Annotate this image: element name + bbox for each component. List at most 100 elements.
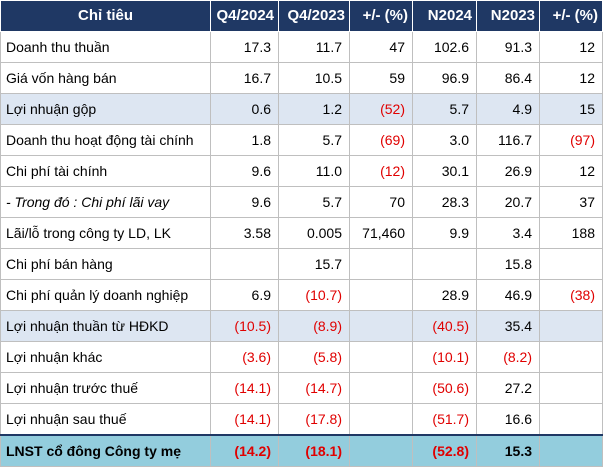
cell-q4-2024: (14.1) xyxy=(210,403,279,436)
cell-quarter-change: (52) xyxy=(349,93,413,125)
row-label: Giá vốn hàng bán xyxy=(0,62,211,94)
cell-q4-2024: 9.6 xyxy=(210,186,279,218)
cell-n2024: 30.1 xyxy=(412,155,477,187)
cell-quarter-change: 71,460 xyxy=(349,217,413,249)
cell-year-change xyxy=(539,310,603,342)
cell-q4-2023: (18.1) xyxy=(278,434,350,467)
table-row: - Trong đó : Chi phí lãi vay 9.6 5.7 70 28.3… xyxy=(0,186,603,218)
table-row: Doanh thu hoạt động tài chính 1.8 5.7 (69) 3… xyxy=(0,124,603,156)
row-label: Chi phí bán hàng xyxy=(0,248,211,280)
cell-quarter-change: 47 xyxy=(349,31,413,63)
table-row: Lợi nhuận gộp 0.6 1.2 (52) 5.7 4.9 15 xyxy=(0,93,603,125)
table-row: Chi phí quản lý doanh nghiệp 6.9 (10.7) 28.… xyxy=(0,279,603,311)
row-label: Lợi nhuận gộp xyxy=(0,93,211,125)
row-label: Lãi/lỗ trong công ty LD, LK xyxy=(0,217,211,249)
table-row: Lợi nhuận trước thuế (14.1) (14.7) (50.6) 27… xyxy=(0,372,603,404)
cell-q4-2023: 5.7 xyxy=(278,186,350,218)
cell-year-change: 12 xyxy=(539,155,603,187)
cell-q4-2023: 11.7 xyxy=(278,31,350,63)
cell-n2024: 3.0 xyxy=(412,124,477,156)
table-header-row: Chỉ tiêu Q4/2024 Q4/2023 +/- (%) N2024 N… xyxy=(0,0,603,32)
cell-n2023: 86.4 xyxy=(476,62,540,94)
cell-q4-2024: 17.3 xyxy=(210,31,279,63)
cell-q4-2023: 11.0 xyxy=(278,155,350,187)
row-label: Lợi nhuận thuần từ HĐKD xyxy=(0,310,211,342)
cell-q4-2023: (14.7) xyxy=(278,372,350,404)
cell-n2024: 28.9 xyxy=(412,279,477,311)
cell-q4-2024 xyxy=(210,248,279,280)
cell-q4-2023: (5.8) xyxy=(278,341,350,373)
cell-quarter-change xyxy=(349,248,413,280)
cell-n2024: 9.9 xyxy=(412,217,477,249)
cell-n2024: (10.1) xyxy=(412,341,477,373)
cell-quarter-change xyxy=(349,434,413,467)
header-quarter-change: +/- (%) xyxy=(349,0,413,32)
cell-q4-2024: (14.2) xyxy=(210,434,279,467)
header-indicator: Chỉ tiêu xyxy=(0,0,211,32)
cell-q4-2024: 0.6 xyxy=(210,93,279,125)
table-row: Lợi nhuận thuần từ HĐKD (10.5) (8.9) (40.5)… xyxy=(0,310,603,342)
header-year-change: +/- (%) xyxy=(539,0,603,32)
cell-n2024: (52.8) xyxy=(412,434,477,467)
table-row: Giá vốn hàng bán 16.7 10.5 59 96.9 86.4 12 xyxy=(0,62,603,94)
table-row: Lợi nhuận sau thuế (14.1) (17.8) (51.7) 16.6 xyxy=(0,403,603,436)
cell-year-change: (97) xyxy=(539,124,603,156)
cell-q4-2023: (8.9) xyxy=(278,310,350,342)
table-row: Lãi/lỗ trong công ty LD, LK 3.58 0.005 71,4… xyxy=(0,217,603,249)
row-label: LNST cổ đông Công ty mẹ xyxy=(0,434,211,467)
header-n2024: N2024 xyxy=(412,0,477,32)
cell-n2024: 5.7 xyxy=(412,93,477,125)
cell-quarter-change: 59 xyxy=(349,62,413,94)
cell-quarter-change xyxy=(349,403,413,436)
cell-n2023: 16.6 xyxy=(476,403,540,436)
cell-q4-2023: 10.5 xyxy=(278,62,350,94)
cell-n2023: 20.7 xyxy=(476,186,540,218)
cell-n2023: 4.9 xyxy=(476,93,540,125)
table-body: Doanh thu thuần 17.3 11.7 47 102.6 91.3 12 Giá … xyxy=(0,31,603,467)
cell-q4-2023: 1.2 xyxy=(278,93,350,125)
row-label: Chi phí quản lý doanh nghiệp xyxy=(0,279,211,311)
cell-year-change: 12 xyxy=(539,31,603,63)
cell-q4-2023: 15.7 xyxy=(278,248,350,280)
row-label: Doanh thu hoạt động tài chính xyxy=(0,124,211,156)
header-n2023: N2023 xyxy=(476,0,540,32)
cell-n2024: (40.5) xyxy=(412,310,477,342)
cell-quarter-change xyxy=(349,341,413,373)
cell-n2023: 27.2 xyxy=(476,372,540,404)
cell-quarter-change: (69) xyxy=(349,124,413,156)
cell-q4-2023: 0.005 xyxy=(278,217,350,249)
cell-n2023: 116.7 xyxy=(476,124,540,156)
cell-n2024: (51.7) xyxy=(412,403,477,436)
cell-quarter-change xyxy=(349,372,413,404)
total-row: LNST cổ đông Công ty mẹ (14.2) (18.1) (52.8… xyxy=(0,434,603,467)
cell-n2023: 91.3 xyxy=(476,31,540,63)
row-label: - Trong đó : Chi phí lãi vay xyxy=(0,186,211,218)
cell-q4-2024: (10.5) xyxy=(210,310,279,342)
cell-quarter-change: 70 xyxy=(349,186,413,218)
cell-quarter-change xyxy=(349,310,413,342)
row-label: Lợi nhuận khác xyxy=(0,341,211,373)
table-row: Chi phí bán hàng 15.7 15.8 xyxy=(0,248,603,280)
cell-q4-2024: (14.1) xyxy=(210,372,279,404)
cell-q4-2024: (3.6) xyxy=(210,341,279,373)
cell-n2023: 35.4 xyxy=(476,310,540,342)
cell-n2024: (50.6) xyxy=(412,372,477,404)
cell-n2023: (8.2) xyxy=(476,341,540,373)
cell-year-change: 37 xyxy=(539,186,603,218)
cell-n2023: 15.8 xyxy=(476,248,540,280)
header-q4-2024: Q4/2024 xyxy=(210,0,279,32)
row-label: Lợi nhuận sau thuế xyxy=(0,403,211,436)
cell-q4-2023: (10.7) xyxy=(278,279,350,311)
cell-quarter-change: (12) xyxy=(349,155,413,187)
cell-q4-2024: 3.58 xyxy=(210,217,279,249)
table-row: Doanh thu thuần 17.3 11.7 47 102.6 91.3 12 xyxy=(0,31,603,63)
table-row: Lợi nhuận khác (3.6) (5.8) (10.1) (8.2) xyxy=(0,341,603,373)
row-label: Lợi nhuận trước thuế xyxy=(0,372,211,404)
cell-n2024: 96.9 xyxy=(412,62,477,94)
cell-year-change: 12 xyxy=(539,62,603,94)
cell-n2023: 46.9 xyxy=(476,279,540,311)
cell-n2023: 15.3 xyxy=(476,434,540,467)
row-label: Doanh thu thuần xyxy=(0,31,211,63)
cell-year-change xyxy=(539,372,603,404)
